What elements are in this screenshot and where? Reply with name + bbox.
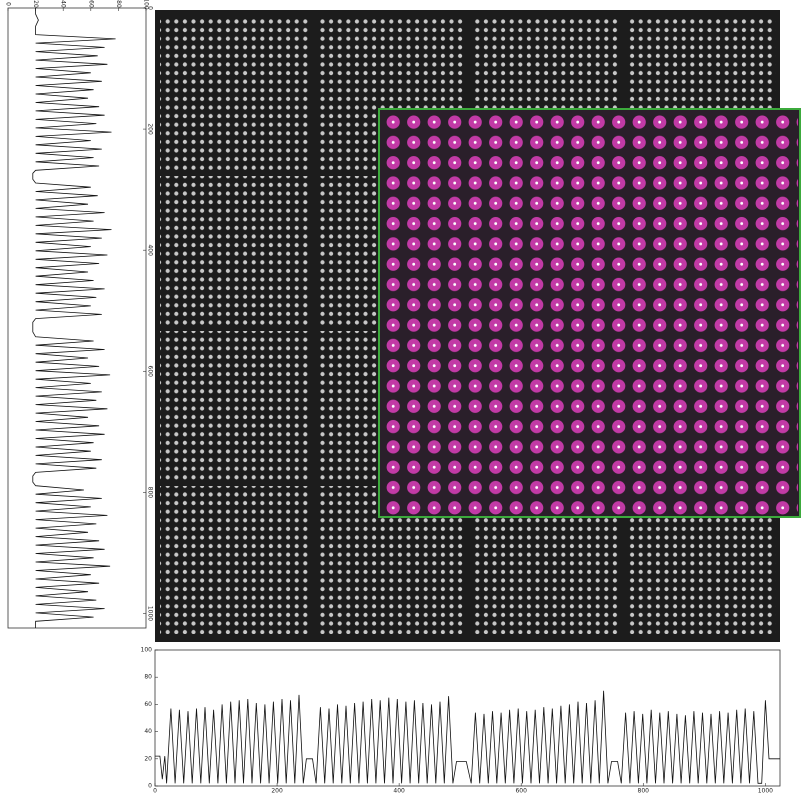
y-tick-label: 0: [5, 2, 12, 6]
x-tick-label: 800: [638, 788, 650, 795]
y-tick-label: 40: [144, 728, 152, 735]
x-tick-label: 200: [147, 123, 154, 135]
x-tick-label: 800: [147, 487, 154, 499]
spot-block: [160, 18, 310, 170]
x-tick-label: 600: [147, 366, 154, 378]
x-tick-label: 0: [153, 788, 157, 795]
x-tick-label: 200: [271, 788, 283, 795]
y-tick-label: 100: [143, 0, 150, 10]
y-tick-label: 0: [148, 783, 152, 790]
x-tick-label: 400: [147, 244, 154, 256]
y-tick-label: 100: [141, 647, 153, 654]
x-tick-label: 1000: [758, 788, 773, 795]
y-tick-label: 60: [144, 701, 152, 708]
y-tick-label: 20: [144, 755, 152, 762]
zoom-spots: [381, 111, 798, 515]
x-tick-label: 0: [147, 6, 154, 10]
y-tick-label: 60: [87, 0, 94, 8]
spot-block: [160, 176, 310, 326]
y-tick-label: 80: [115, 0, 122, 8]
spot-block: [160, 486, 310, 634]
x-tick-label: 600: [515, 788, 527, 795]
x-tick-label: 1000: [147, 606, 154, 621]
plot-frame: [7, 7, 147, 629]
y-tick-label: 20: [32, 0, 39, 8]
profile-line: [155, 690, 780, 784]
y-tick-label: 80: [144, 674, 152, 681]
spot-block: [160, 331, 310, 481]
y-tick-label: 40: [60, 0, 67, 8]
x-tick-label: 400: [393, 788, 405, 795]
profile-line: [32, 8, 116, 628]
